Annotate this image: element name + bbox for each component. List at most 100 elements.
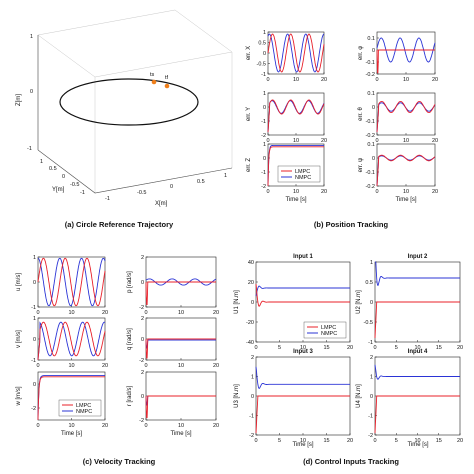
x-tick-label: 20 — [102, 363, 108, 369]
legend-label-lmpc: LMPC — [321, 325, 336, 331]
y-axis-label: p [rad/s] — [127, 271, 133, 293]
series-nmpc — [374, 364, 460, 380]
x-axis-label: Time [s] — [292, 442, 313, 448]
series-nmpc — [37, 257, 106, 307]
y-tick-label: -40 — [246, 340, 254, 346]
x-tick-label: 10 — [178, 423, 184, 429]
x-tick-label: 10 — [68, 363, 74, 369]
x-tick-label: 5 — [278, 438, 281, 444]
y-tick-label: 0 — [251, 300, 254, 306]
y-tick-label: 0.1 — [367, 91, 375, 97]
y-axis-label: err. Z — [246, 158, 252, 172]
x-tick-label: 10 — [414, 438, 420, 444]
y-tick-label: 0 — [263, 105, 266, 111]
series-lmpc — [376, 49, 435, 74]
marker-label-ts: ts — [150, 72, 155, 78]
y-tick-label: 0 — [372, 156, 375, 162]
y-tick-label: 0 — [141, 394, 144, 400]
y-tick-label: 1 — [33, 316, 36, 322]
subplot-c-0: 10-10 10 20u [m/s] — [16, 255, 108, 316]
y-axis-label: err. X — [246, 46, 252, 60]
y-tick-label: -0.5 — [257, 62, 266, 68]
x-tick-5: 1 — [224, 173, 227, 179]
y-tick-label: 1 — [263, 142, 266, 148]
y-tick-label: 0 — [33, 337, 36, 343]
subplot-frame — [376, 143, 436, 187]
y-tick-label: 1 — [370, 375, 373, 381]
y-tick-label: 0 — [33, 382, 36, 388]
series-nmpc — [145, 339, 216, 349]
series-nmpc — [145, 278, 217, 286]
y-tick-label: 2 — [251, 355, 254, 361]
y-tick-label: -0.2 — [366, 184, 375, 190]
x-tick-label: 20 — [321, 189, 327, 195]
x-tick-label: 0 — [375, 77, 378, 83]
x-tick-label: 15 — [436, 438, 442, 444]
box-back — [37, 9, 233, 194]
series-lmpc — [37, 321, 106, 361]
z-tick-3: -1 — [27, 146, 32, 152]
z-tick-2: 0 — [30, 89, 33, 95]
series-lmpc — [255, 283, 350, 307]
x-tick-label: 20 — [432, 77, 438, 83]
y-axis-label: U2 [N.m] — [356, 290, 362, 314]
x-axis-label: Time [s] — [285, 197, 306, 203]
x-tick-label: 20 — [432, 189, 438, 195]
y-axis-label: err. ψ — [358, 158, 364, 173]
x-tick-4: 0.5 — [197, 179, 205, 185]
x-tick-label: 20 — [102, 310, 108, 316]
circle-trajectory-panel: ts tf 1 0 -1 Z[m] 1 0.5 0 -0.5 -1 Y[m] -… — [16, 9, 233, 207]
x-tick-label: 0 — [373, 345, 376, 351]
x-tick-label: 10 — [300, 345, 306, 351]
caption-d: (d) Control Inputs Tracking — [303, 457, 399, 466]
x-tick-label: 0 — [266, 189, 269, 195]
x-tick-label: 5 — [395, 345, 398, 351]
x-axis-label: Time [s] — [61, 431, 82, 437]
box-inner — [37, 34, 233, 193]
y-tick-label: 2 — [141, 370, 144, 376]
reference-circle — [59, 78, 199, 126]
series-lmpc — [376, 100, 436, 133]
y-tick-5: -1 — [80, 190, 85, 196]
y-tick-label: 0 — [370, 394, 373, 400]
series-nmpc — [37, 321, 106, 361]
y-tick-label: -1 — [368, 340, 373, 346]
y-tick-1: 1 — [40, 159, 43, 165]
y-tick-label: 1 — [33, 255, 36, 261]
caption-a: (a) Circle Reference Trajectory — [65, 220, 174, 229]
x-axis-label: Time [s] — [407, 442, 428, 448]
x-tick-label: 20 — [213, 423, 219, 429]
subplot-c-2: 10-10 10 20v [m/s] — [16, 316, 108, 369]
y-axis-label: err. Y — [246, 107, 252, 121]
caption-b: (b) Position Tracking — [314, 220, 389, 229]
y-tick-label: 1 — [370, 260, 373, 266]
x-tick-label: 0 — [373, 438, 376, 444]
x-tick-label: 20 — [321, 138, 327, 144]
x-tick-3: 0 — [170, 184, 173, 190]
subplot-title: Input 4 — [408, 349, 428, 355]
x-tick-label: 0 — [254, 345, 257, 351]
subplot-frame — [267, 92, 325, 136]
series-lmpc — [255, 395, 350, 434]
y-tick-label: 0 — [372, 105, 375, 111]
y-tick-label: -1 — [368, 414, 373, 420]
legend-label-nmpc: NMPC — [76, 409, 92, 415]
subplot-c-1: 20-20 10 20p [rad/s] — [127, 255, 219, 316]
y-tick-label: -0.5 — [364, 320, 373, 326]
subplot-title: Input 3 — [293, 349, 313, 355]
series-lmpc — [376, 154, 436, 187]
marker-ts — [151, 79, 157, 85]
x-tick-label: 10 — [403, 77, 409, 83]
y-axis-label: q [rad/s] — [127, 328, 133, 350]
x-tick-label: 20 — [102, 423, 108, 429]
x-tick-label: 5 — [395, 438, 398, 444]
x-tick-label: 10 — [68, 423, 74, 429]
series-lmpc — [37, 257, 106, 307]
x-tick-label: 20 — [432, 138, 438, 144]
